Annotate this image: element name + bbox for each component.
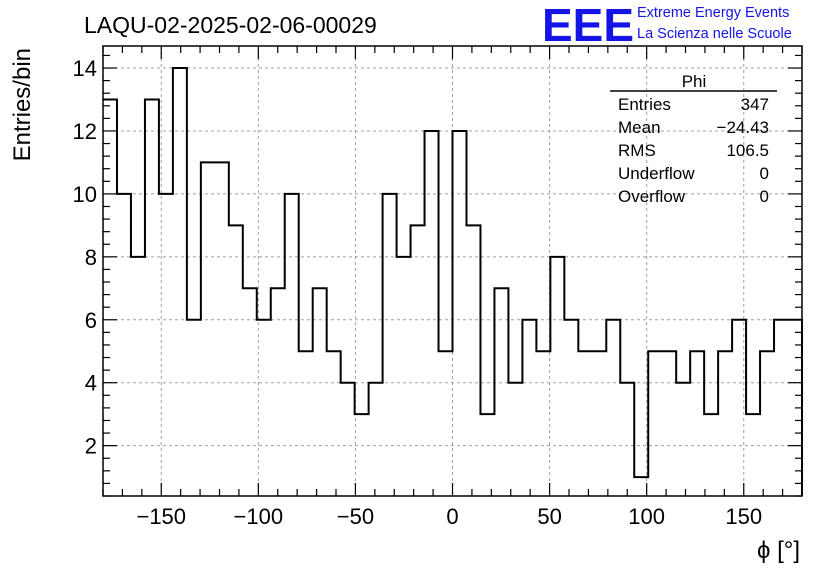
- eee-logo: EEE Extreme Energy Events La Scienza nel…: [542, 0, 792, 51]
- x-tick-label: 0: [446, 504, 458, 529]
- stats-label-rms: RMS: [618, 141, 656, 160]
- histogram-series: [103, 67, 803, 496]
- y-tick-labels: 2 4 6 8 10 12 14: [73, 56, 97, 459]
- stats-value-mean: −24.43: [717, 118, 769, 137]
- y-axis-label: Entries/bin: [9, 48, 36, 161]
- stats-value-overflow: 0: [760, 187, 769, 206]
- stats-value-entries: 347: [741, 95, 769, 114]
- y-tick-label: 8: [85, 245, 97, 270]
- axis-ticks: [102, 46, 803, 497]
- stats-value-rms: 106.5: [726, 141, 769, 160]
- x-tick-label: 100: [628, 504, 665, 529]
- x-tick-label: −50: [337, 504, 374, 529]
- stats-value-underflow: 0: [760, 164, 769, 183]
- x-axis-label: ϕ [°]: [757, 537, 800, 564]
- y-tick-label: 12: [73, 119, 97, 144]
- y-tick-label: 10: [73, 182, 97, 207]
- stats-title: Phi: [682, 72, 707, 91]
- eee-logo-line1: Extreme Energy Events: [637, 5, 789, 21]
- y-tick-label: 14: [73, 56, 97, 81]
- x-tick-label: 150: [725, 504, 762, 529]
- x-tick-label: 50: [537, 504, 561, 529]
- eee-logo-line2: La Scienza nelle Scuole: [637, 26, 792, 42]
- stats-label-entries: Entries: [618, 95, 671, 114]
- stats-box: Phi Entries 347 Mean −24.43 RMS 106.5 Un…: [610, 72, 777, 206]
- histogram-line: [103, 67, 803, 496]
- x-tick-label: −150: [136, 504, 186, 529]
- x-tick-labels: −150 −100 −50 0 50 100 150: [136, 504, 762, 529]
- y-tick-label: 2: [85, 434, 97, 459]
- eee-logo-text: EEE: [542, 0, 634, 51]
- x-tick-label: −100: [234, 504, 284, 529]
- y-tick-label: 4: [85, 371, 97, 396]
- chart-title: LAQU-02-2025-02-06-00029: [84, 12, 377, 38]
- stats-label-mean: Mean: [618, 118, 661, 137]
- stats-label-underflow: Underflow: [618, 164, 695, 183]
- stats-label-overflow: Overflow: [618, 187, 686, 206]
- y-tick-label: 6: [85, 308, 97, 333]
